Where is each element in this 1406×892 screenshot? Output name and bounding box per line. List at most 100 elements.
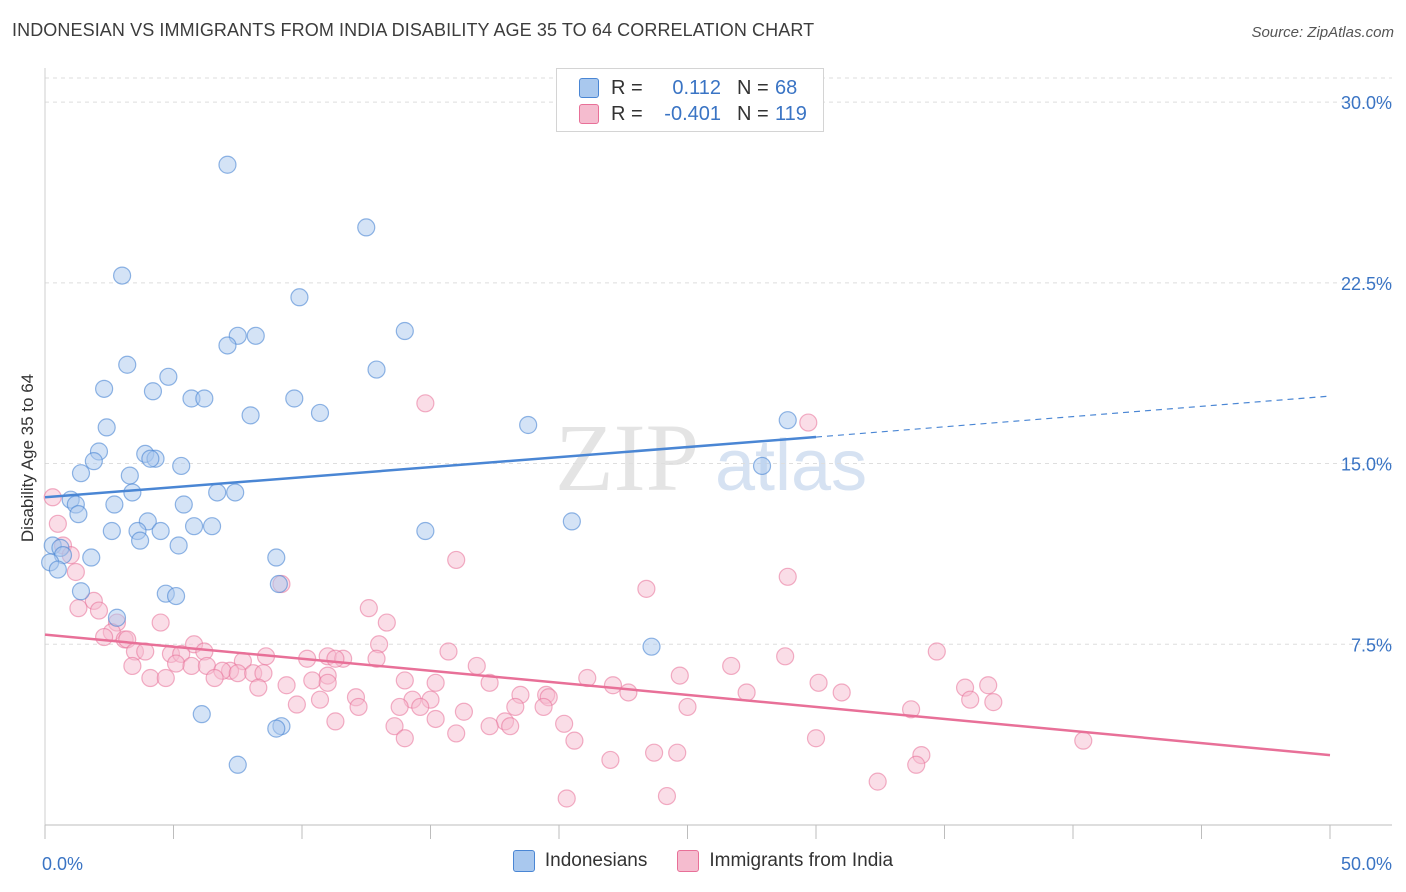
data-point-indonesians — [71, 582, 91, 601]
series-india-points — [43, 394, 1093, 808]
y-axis-label: Disability Age 35 to 64 — [18, 374, 37, 542]
data-point-india — [984, 693, 1003, 712]
n-value: 119 — [775, 102, 807, 125]
data-point-indonesians — [246, 326, 265, 345]
data-point-india — [799, 413, 818, 432]
data-point-indonesians — [174, 495, 193, 514]
data-point-india — [89, 601, 109, 620]
data-point-indonesians — [241, 406, 260, 425]
data-point-indonesians — [143, 382, 163, 401]
data-point-indonesians — [367, 360, 386, 379]
data-point-indonesians — [195, 389, 214, 408]
data-point-india — [480, 717, 499, 736]
data-point-indonesians — [169, 536, 188, 555]
data-point-indonesians — [519, 415, 538, 435]
data-point-indonesians — [120, 466, 139, 485]
data-point-indonesians — [778, 411, 797, 430]
data-point-india — [151, 613, 170, 632]
data-point-indonesians — [118, 355, 137, 374]
data-point-indonesians — [107, 608, 127, 627]
data-point-india — [447, 724, 466, 743]
data-point-indonesians — [267, 548, 286, 567]
data-point-indonesians — [166, 586, 186, 606]
data-point-india — [447, 550, 466, 570]
data-point-indonesians — [226, 483, 245, 502]
data-point-india — [48, 514, 67, 533]
y-tick-label: 15.0% — [1341, 455, 1392, 475]
data-point-india — [601, 750, 620, 770]
r-label: R = — [611, 102, 643, 125]
data-point-india — [557, 789, 576, 808]
trend-line-india — [44, 633, 1331, 757]
legend-row-india: R = -0.401 N = 119 — [579, 101, 807, 127]
series-indonesians-points — [41, 155, 797, 774]
data-point-india — [565, 731, 584, 750]
data-point-india — [644, 743, 664, 762]
data-point-india — [637, 579, 656, 598]
data-point-indonesians — [48, 560, 67, 579]
data-point-indonesians — [71, 464, 91, 483]
data-point-india — [555, 714, 574, 733]
data-point-indonesians — [218, 155, 237, 174]
data-point-india — [385, 717, 404, 736]
data-point-india — [287, 695, 306, 714]
data-point-indonesians — [269, 574, 288, 594]
source-label: Source: ZipAtlas.com — [1251, 24, 1394, 41]
data-point-india — [377, 613, 396, 632]
data-point-indonesians — [141, 449, 160, 468]
data-point-india — [141, 668, 160, 688]
data-point-indonesians — [357, 218, 376, 237]
data-point-india — [95, 627, 114, 647]
legend-item-india[interactable]: Immigrants from India — [677, 850, 893, 872]
data-point-india — [737, 683, 756, 702]
data-point-india — [326, 712, 345, 731]
data-point-india — [1074, 731, 1093, 750]
data-point-india — [927, 642, 946, 661]
data-point-india — [66, 562, 85, 582]
r-value: -0.401 — [664, 102, 721, 125]
legend-item-indonesians[interactable]: Indonesians — [512, 850, 647, 872]
data-point-indonesians — [172, 456, 191, 476]
data-point-indonesians — [151, 521, 170, 541]
n-value: 68 — [775, 76, 798, 99]
legend-swatch-indonesians — [512, 850, 535, 872]
data-point-india — [182, 656, 201, 676]
data-point-india — [326, 649, 345, 668]
data-point-india — [778, 567, 797, 586]
data-point-indonesians — [290, 288, 309, 307]
data-point-india — [69, 599, 88, 618]
data-point-india — [166, 654, 186, 673]
data-point-india — [603, 676, 623, 695]
legend-row-indonesians: R = 0.112 N = 68 — [579, 75, 797, 101]
data-point-india — [480, 673, 499, 692]
watermark-zip: ZIP — [555, 404, 699, 511]
data-point-india — [901, 700, 921, 719]
legend-swatch-indonesians — [579, 78, 599, 98]
data-point-india — [678, 697, 697, 717]
legend-swatch-india — [579, 104, 599, 124]
data-point-indonesians — [267, 719, 286, 738]
data-point-indonesians — [218, 336, 237, 355]
data-point-india — [395, 729, 414, 748]
tick-labels: 7.5% 15.0% 22.5% 30.0% 0.0% 50.0% — [42, 93, 1392, 874]
data-point-indonesians — [310, 403, 330, 423]
data-point-indonesians — [95, 379, 114, 398]
trend-line-indonesians — [44, 435, 817, 499]
data-point-india — [806, 729, 826, 748]
data-point-indonesians — [192, 705, 211, 724]
data-point-india — [277, 676, 296, 695]
y-tick-label: 7.5% — [1351, 635, 1392, 655]
data-point-india — [303, 671, 322, 690]
data-point-indonesians — [102, 521, 121, 541]
data-point-india — [123, 656, 142, 676]
data-point-india — [359, 599, 378, 618]
data-point-india — [506, 697, 525, 717]
data-point-indonesians — [112, 266, 132, 285]
x-tick-label: 0.0% — [42, 854, 83, 874]
data-point-india — [670, 666, 689, 685]
data-point-india — [722, 656, 741, 676]
data-point-indonesians — [642, 637, 661, 656]
data-point-india — [395, 671, 414, 690]
data-point-indonesians — [123, 483, 142, 502]
data-point-india — [907, 755, 926, 774]
